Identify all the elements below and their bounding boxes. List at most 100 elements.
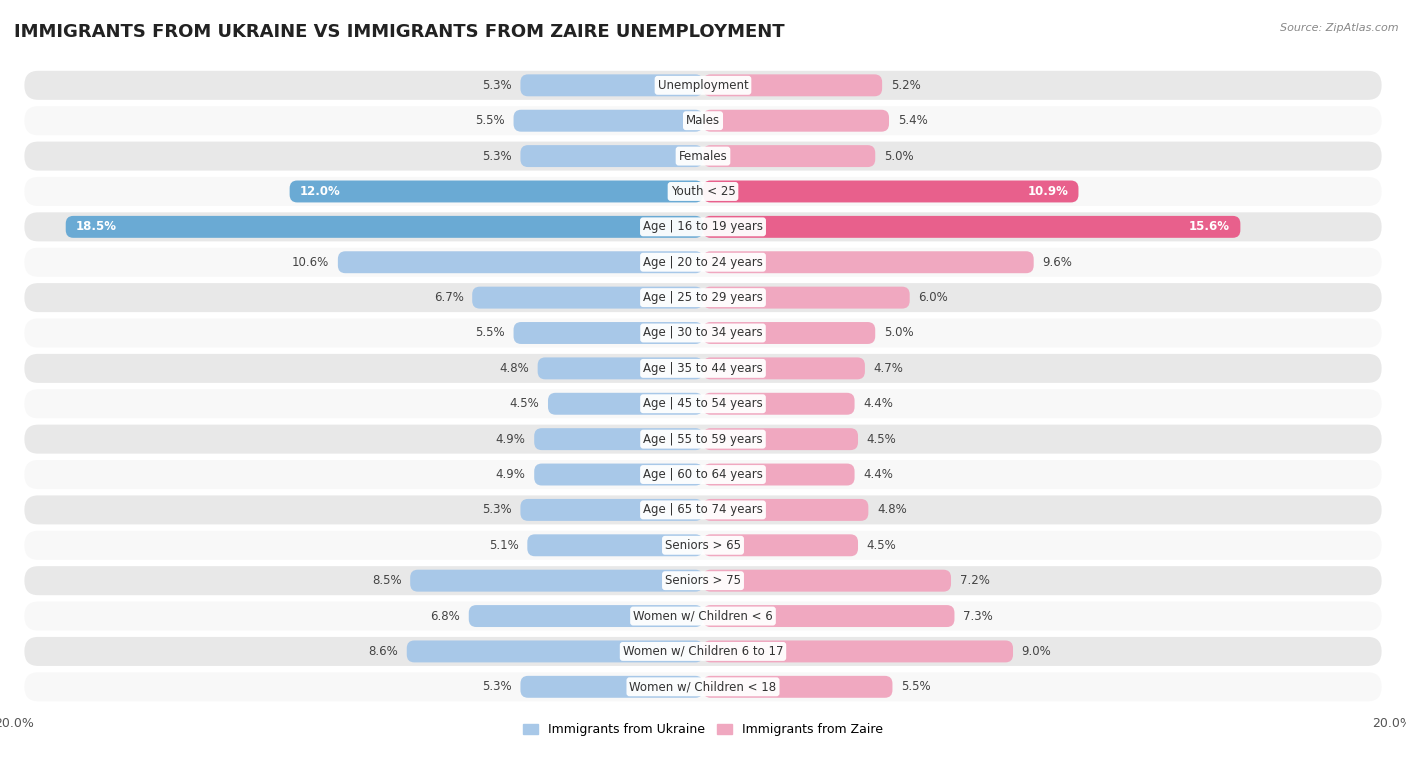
FancyBboxPatch shape xyxy=(411,570,703,592)
Text: 10.6%: 10.6% xyxy=(292,256,329,269)
Text: 15.6%: 15.6% xyxy=(1189,220,1230,233)
Text: 5.1%: 5.1% xyxy=(489,539,519,552)
Text: Age | 65 to 74 years: Age | 65 to 74 years xyxy=(643,503,763,516)
FancyBboxPatch shape xyxy=(24,71,1382,100)
FancyBboxPatch shape xyxy=(468,605,703,627)
Text: 6.0%: 6.0% xyxy=(918,291,948,304)
FancyBboxPatch shape xyxy=(520,676,703,698)
Text: 7.3%: 7.3% xyxy=(963,609,993,622)
FancyBboxPatch shape xyxy=(703,499,869,521)
Text: 5.3%: 5.3% xyxy=(482,503,512,516)
FancyBboxPatch shape xyxy=(537,357,703,379)
Text: 4.5%: 4.5% xyxy=(866,433,897,446)
FancyBboxPatch shape xyxy=(703,145,875,167)
FancyBboxPatch shape xyxy=(703,605,955,627)
Text: Women w/ Children 6 to 17: Women w/ Children 6 to 17 xyxy=(623,645,783,658)
Text: 5.3%: 5.3% xyxy=(482,150,512,163)
FancyBboxPatch shape xyxy=(24,213,1382,241)
FancyBboxPatch shape xyxy=(703,463,855,485)
Text: Seniors > 65: Seniors > 65 xyxy=(665,539,741,552)
Text: 5.0%: 5.0% xyxy=(884,326,914,339)
FancyBboxPatch shape xyxy=(534,463,703,485)
FancyBboxPatch shape xyxy=(703,251,1033,273)
FancyBboxPatch shape xyxy=(703,216,1240,238)
Text: Age | 16 to 19 years: Age | 16 to 19 years xyxy=(643,220,763,233)
Text: Women w/ Children < 6: Women w/ Children < 6 xyxy=(633,609,773,622)
FancyBboxPatch shape xyxy=(520,145,703,167)
FancyBboxPatch shape xyxy=(290,180,703,202)
Text: IMMIGRANTS FROM UKRAINE VS IMMIGRANTS FROM ZAIRE UNEMPLOYMENT: IMMIGRANTS FROM UKRAINE VS IMMIGRANTS FR… xyxy=(14,23,785,41)
FancyBboxPatch shape xyxy=(703,110,889,132)
Text: Males: Males xyxy=(686,114,720,127)
Text: 5.5%: 5.5% xyxy=(901,681,931,693)
FancyBboxPatch shape xyxy=(527,534,703,556)
Text: 4.5%: 4.5% xyxy=(509,397,540,410)
FancyBboxPatch shape xyxy=(513,322,703,344)
Text: 5.2%: 5.2% xyxy=(891,79,921,92)
Text: 9.6%: 9.6% xyxy=(1042,256,1073,269)
Text: 7.2%: 7.2% xyxy=(960,574,990,587)
FancyBboxPatch shape xyxy=(24,177,1382,206)
Text: Females: Females xyxy=(679,150,727,163)
Text: 4.4%: 4.4% xyxy=(863,468,893,481)
FancyBboxPatch shape xyxy=(703,570,950,592)
Text: 18.5%: 18.5% xyxy=(76,220,117,233)
FancyBboxPatch shape xyxy=(24,319,1382,347)
FancyBboxPatch shape xyxy=(24,460,1382,489)
Text: Seniors > 75: Seniors > 75 xyxy=(665,574,741,587)
Text: 10.9%: 10.9% xyxy=(1028,185,1069,198)
FancyBboxPatch shape xyxy=(548,393,703,415)
Text: 5.3%: 5.3% xyxy=(482,79,512,92)
FancyBboxPatch shape xyxy=(24,637,1382,666)
FancyBboxPatch shape xyxy=(703,640,1012,662)
Text: Age | 30 to 34 years: Age | 30 to 34 years xyxy=(643,326,763,339)
Text: Age | 35 to 44 years: Age | 35 to 44 years xyxy=(643,362,763,375)
Text: 12.0%: 12.0% xyxy=(299,185,340,198)
FancyBboxPatch shape xyxy=(703,180,1078,202)
Text: Age | 60 to 64 years: Age | 60 to 64 years xyxy=(643,468,763,481)
FancyBboxPatch shape xyxy=(703,676,893,698)
Text: Age | 25 to 29 years: Age | 25 to 29 years xyxy=(643,291,763,304)
Text: Age | 20 to 24 years: Age | 20 to 24 years xyxy=(643,256,763,269)
Text: 5.5%: 5.5% xyxy=(475,326,505,339)
Text: 6.8%: 6.8% xyxy=(430,609,460,622)
Text: 5.0%: 5.0% xyxy=(884,150,914,163)
FancyBboxPatch shape xyxy=(703,534,858,556)
FancyBboxPatch shape xyxy=(337,251,703,273)
Text: 8.5%: 8.5% xyxy=(373,574,402,587)
Text: Unemployment: Unemployment xyxy=(658,79,748,92)
Text: 4.5%: 4.5% xyxy=(866,539,897,552)
Text: 5.3%: 5.3% xyxy=(482,681,512,693)
Text: Age | 45 to 54 years: Age | 45 to 54 years xyxy=(643,397,763,410)
Text: 4.9%: 4.9% xyxy=(496,468,526,481)
FancyBboxPatch shape xyxy=(703,393,855,415)
Text: 4.8%: 4.8% xyxy=(877,503,907,516)
FancyBboxPatch shape xyxy=(24,425,1382,453)
Text: 4.9%: 4.9% xyxy=(496,433,526,446)
FancyBboxPatch shape xyxy=(24,531,1382,559)
FancyBboxPatch shape xyxy=(703,357,865,379)
FancyBboxPatch shape xyxy=(520,499,703,521)
FancyBboxPatch shape xyxy=(703,428,858,450)
Text: 6.7%: 6.7% xyxy=(433,291,464,304)
FancyBboxPatch shape xyxy=(520,74,703,96)
FancyBboxPatch shape xyxy=(703,74,882,96)
Text: 5.4%: 5.4% xyxy=(897,114,928,127)
FancyBboxPatch shape xyxy=(66,216,703,238)
FancyBboxPatch shape xyxy=(513,110,703,132)
FancyBboxPatch shape xyxy=(24,283,1382,312)
Text: 4.8%: 4.8% xyxy=(499,362,529,375)
Text: Age | 55 to 59 years: Age | 55 to 59 years xyxy=(643,433,763,446)
FancyBboxPatch shape xyxy=(24,389,1382,419)
FancyBboxPatch shape xyxy=(534,428,703,450)
Text: 4.4%: 4.4% xyxy=(863,397,893,410)
Text: 8.6%: 8.6% xyxy=(368,645,398,658)
Text: 5.5%: 5.5% xyxy=(475,114,505,127)
FancyBboxPatch shape xyxy=(24,566,1382,595)
Text: Women w/ Children < 18: Women w/ Children < 18 xyxy=(630,681,776,693)
Text: Source: ZipAtlas.com: Source: ZipAtlas.com xyxy=(1281,23,1399,33)
Legend: Immigrants from Ukraine, Immigrants from Zaire: Immigrants from Ukraine, Immigrants from… xyxy=(517,718,889,741)
FancyBboxPatch shape xyxy=(24,142,1382,170)
FancyBboxPatch shape xyxy=(24,106,1382,136)
Text: 9.0%: 9.0% xyxy=(1022,645,1052,658)
